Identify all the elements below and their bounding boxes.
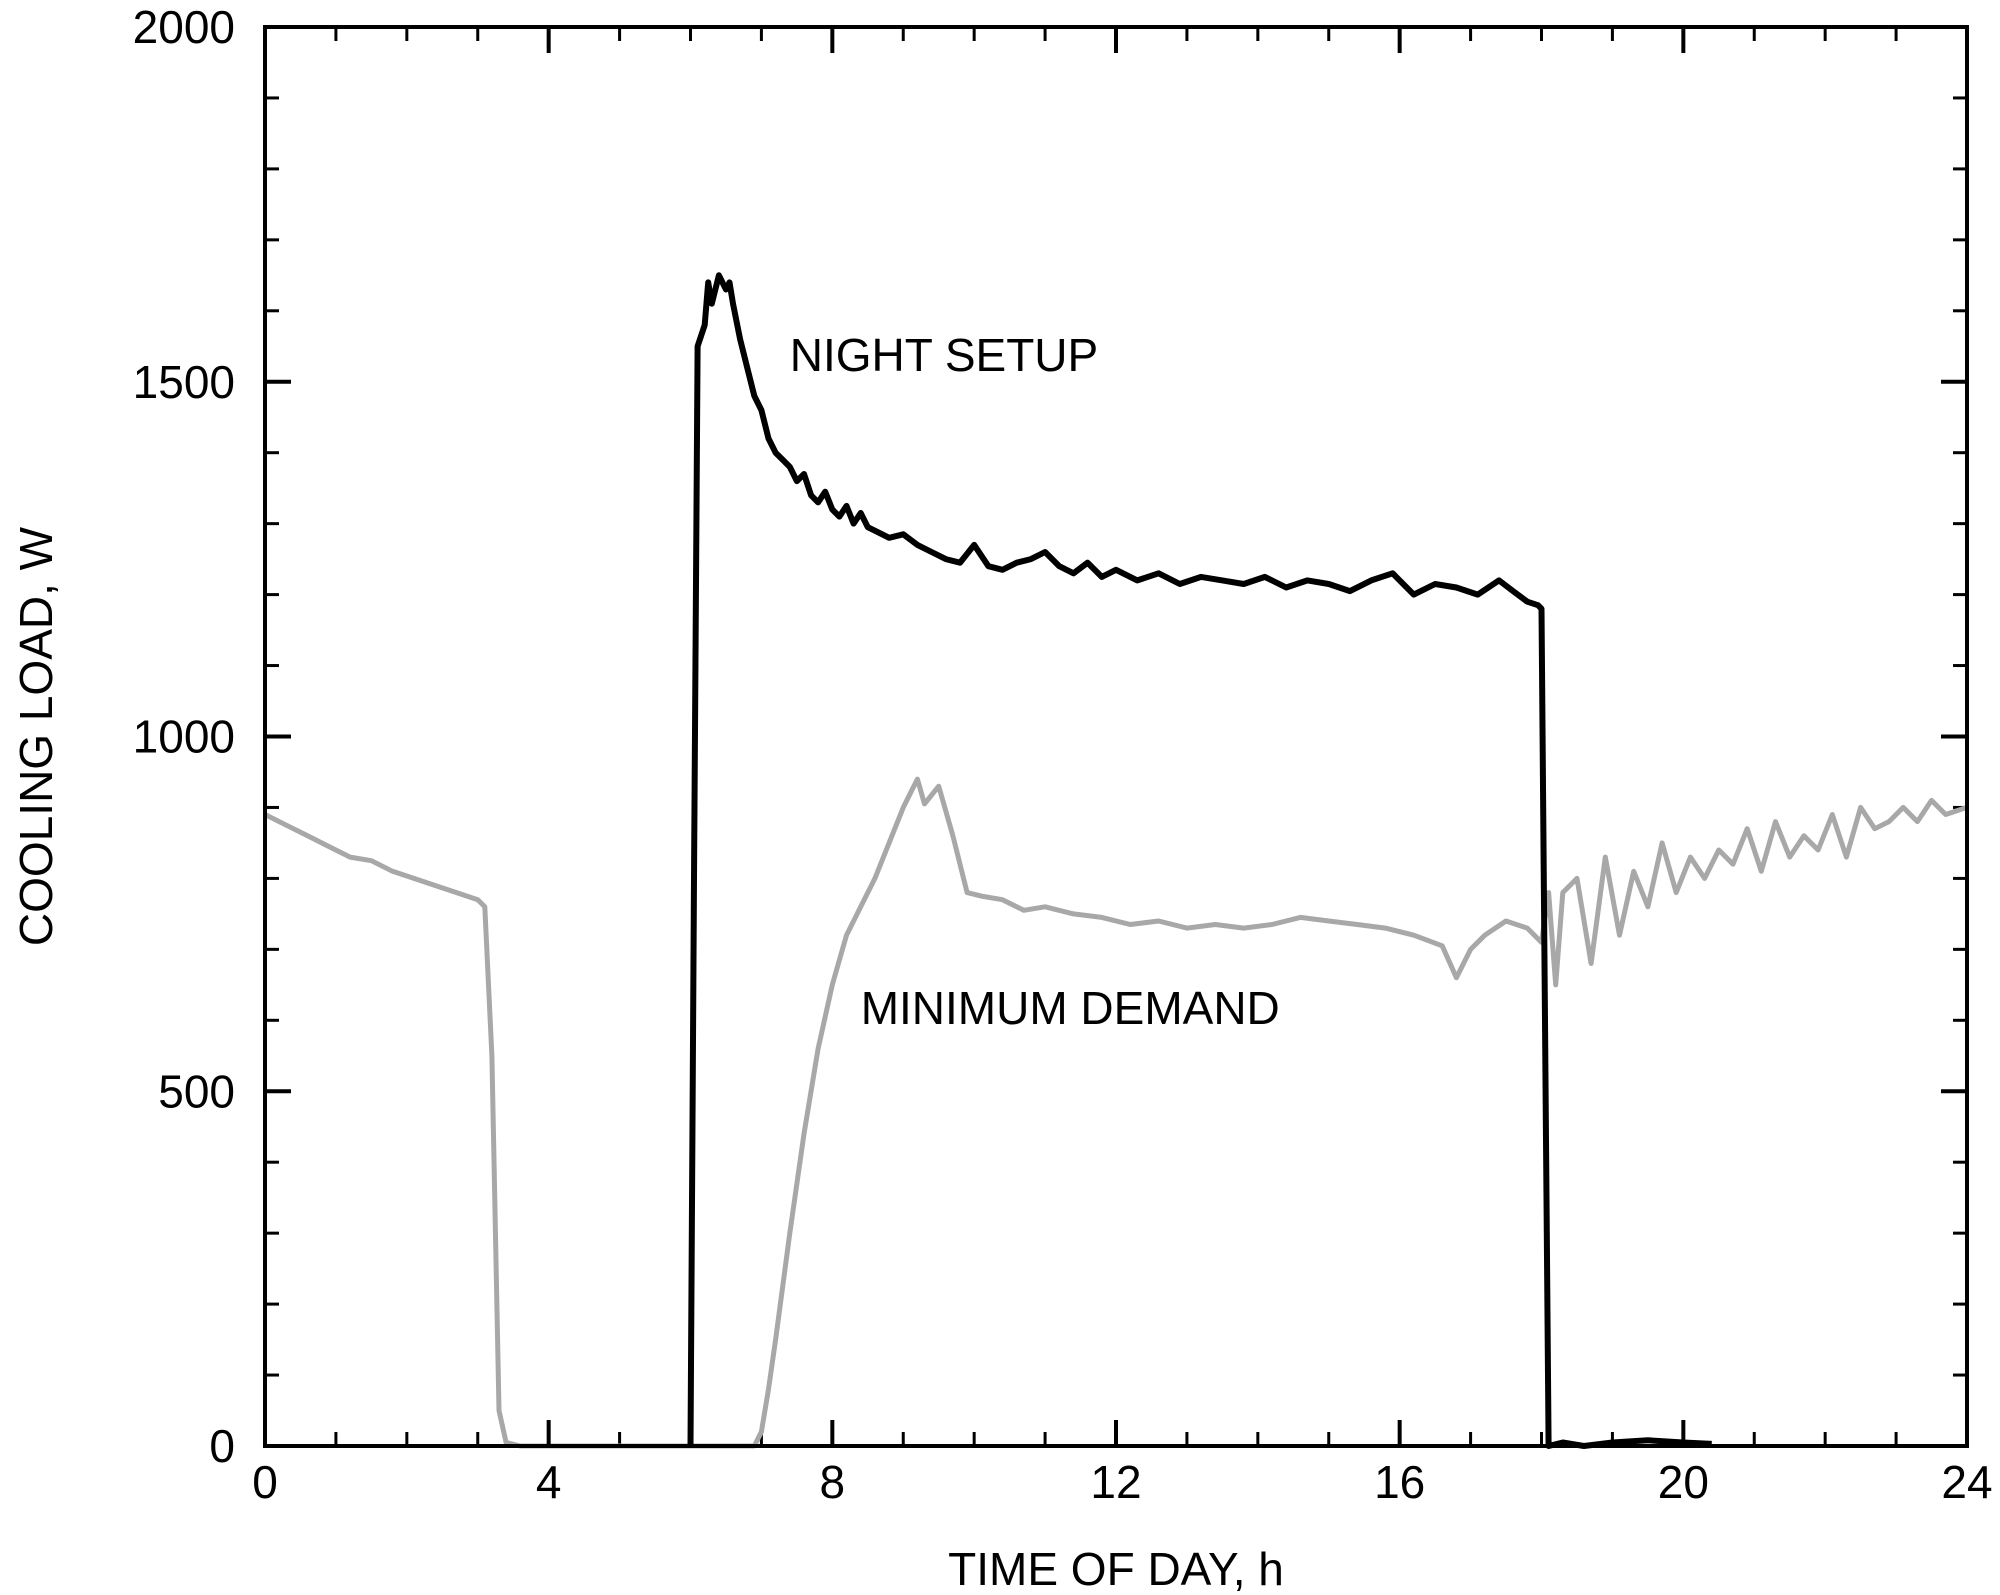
y-tick-label: 1000	[133, 711, 235, 763]
series-layer	[263, 272, 1968, 1449]
x-tick-label: 24	[1941, 1456, 1992, 1508]
y-tick-label: 0	[209, 1420, 235, 1472]
y-axis-title: COOLING LOAD, W	[10, 526, 62, 946]
plot-frame	[263, 25, 1969, 1448]
y-tick-label: 1500	[133, 356, 235, 408]
annotation-minimum-demand: MINIMUM DEMAND	[861, 982, 1280, 1034]
x-tick-label: 20	[1658, 1456, 1709, 1508]
series-line-minimum-demand	[263, 776, 1968, 1449]
y-tick-labels: 0 500 1000 1500 2000	[133, 1, 235, 1472]
x-axis-title: TIME OF DAY, h	[948, 1543, 1284, 1595]
major-ticks	[263, 25, 1969, 1448]
x-tick-label: 8	[820, 1456, 846, 1508]
y-tick-label: 2000	[133, 1, 235, 53]
minor-ticks	[265, 27, 1967, 1446]
x-tick-label: 16	[1374, 1456, 1425, 1508]
x-tick-label: 12	[1090, 1456, 1141, 1508]
x-tick-label: 0	[252, 1456, 278, 1508]
annotations: NIGHT SETUP MINIMUM DEMAND	[790, 329, 1280, 1034]
annotation-night-setup: NIGHT SETUP	[790, 329, 1098, 381]
x-tick-label: 4	[536, 1456, 562, 1508]
x-tick-labels: 0 4 8 12 16 20 24	[252, 1456, 1992, 1508]
y-tick-label: 500	[158, 1065, 235, 1117]
series-line-night-setup	[687, 272, 1712, 1449]
